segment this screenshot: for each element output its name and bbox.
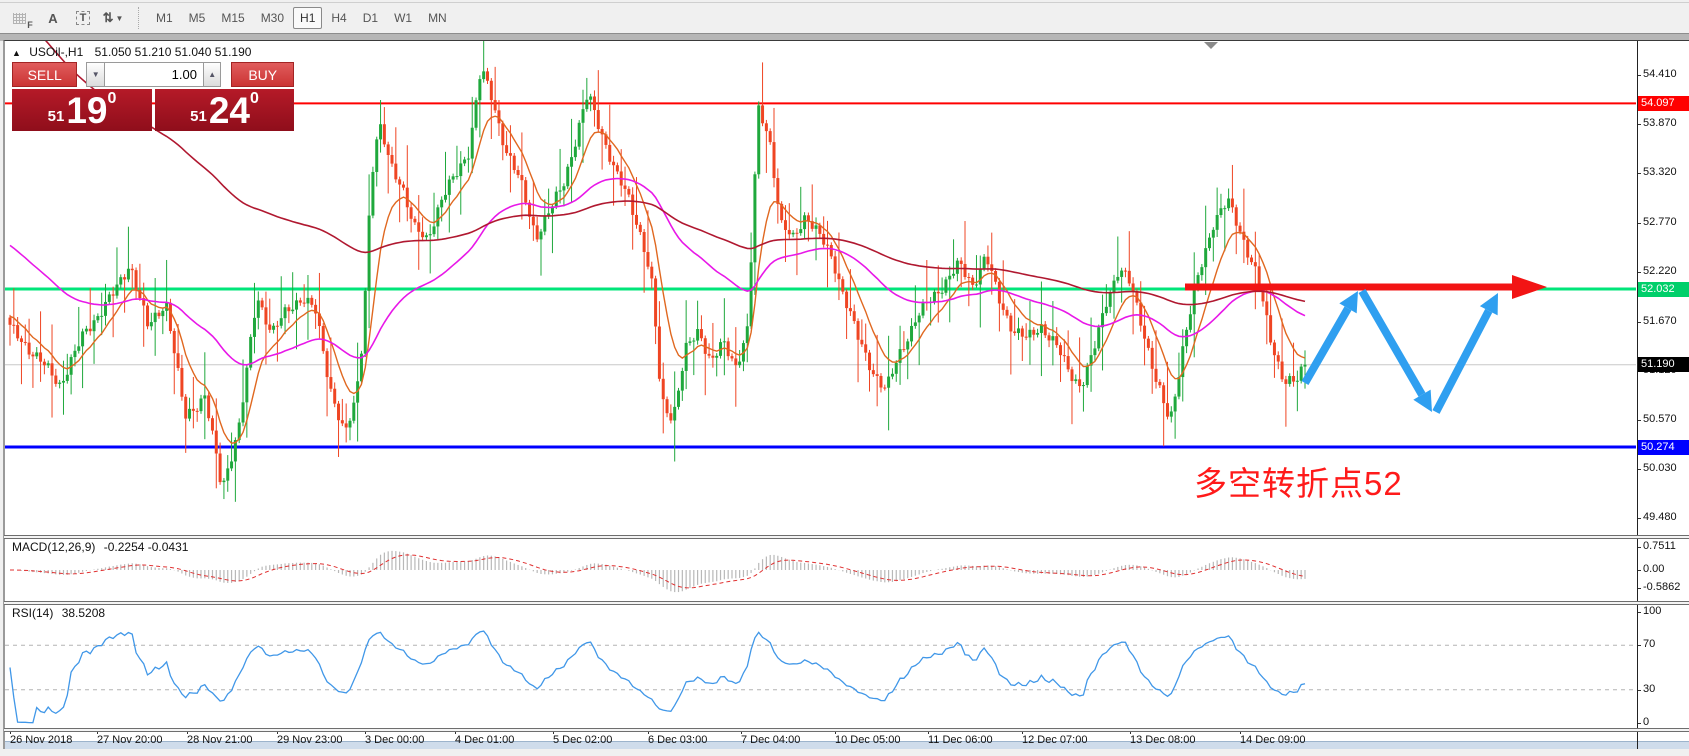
grid-template-icon[interactable]: F xyxy=(8,6,38,30)
macd-values: -0.2254 -0.0431 xyxy=(103,540,189,554)
letter-a-glyph: A xyxy=(48,10,58,26)
one-click-trading-panel: SELL ▼ ▲ BUY 51 19 0 51 24 0 xyxy=(12,62,294,131)
volume-input[interactable] xyxy=(104,62,203,87)
buy-price-display[interactable]: 51 24 0 xyxy=(155,89,294,131)
sell-price-display[interactable]: 51 19 0 xyxy=(12,89,152,131)
arrows-glyph: ⇅ xyxy=(102,10,114,25)
chart-window xyxy=(3,40,1689,749)
timeframe-w1-button[interactable]: W1 xyxy=(387,7,419,29)
sell-button[interactable]: SELL xyxy=(12,62,78,87)
timeframe-m5-button[interactable]: M5 xyxy=(182,7,213,29)
sell-price-main: 19 xyxy=(66,90,108,131)
grid-f-glyph: F xyxy=(27,20,33,30)
chevron-down-icon[interactable]: ▼ xyxy=(115,13,124,23)
trade-prices-row: 51 19 0 51 24 0 xyxy=(12,89,294,131)
timeframe-h4-button[interactable]: H4 xyxy=(324,7,353,29)
sell-price-prefix: 51 xyxy=(47,108,65,125)
trade-idea-annotation: 多空转折点52 xyxy=(1194,465,1403,502)
buy-price-prefix: 51 xyxy=(190,108,207,125)
rsi-value: 38.5208 xyxy=(61,606,106,620)
timeframe-h1-button[interactable]: H1 xyxy=(293,7,323,29)
drawing-toolbar: F A T ⇅ ▼ M1 M5 M15 M30 H1 H4 D1 W1 MN xyxy=(0,3,1689,33)
macd-indicator-label: MACD(12,26,9) -0.2254 -0.0431 xyxy=(12,540,188,554)
timeframe-m15-button[interactable]: M15 xyxy=(214,7,251,29)
ohlc-values-label: 51.050 51.210 51.040 51.190 xyxy=(94,45,252,59)
chart-title: ▲ USOil-,H1 51.050 51.210 51.040 51.190 xyxy=(12,45,251,59)
timeframe-d1-button[interactable]: D1 xyxy=(356,7,385,29)
toolbar-separator xyxy=(138,7,140,29)
main-macd-splitter[interactable] xyxy=(4,535,1689,539)
chart-window-bottom-edge xyxy=(5,741,1689,749)
text-label-tool-icon[interactable]: A xyxy=(38,6,68,30)
timeframe-m30-button[interactable]: M30 xyxy=(254,7,291,29)
menu-bar-edge xyxy=(0,2,1689,3)
macd-rsi-splitter[interactable] xyxy=(4,601,1689,605)
toolbar-chart-divider xyxy=(0,33,1689,41)
text-box-tool-icon[interactable]: T xyxy=(68,6,98,30)
collapse-panel-icon[interactable]: ▲ xyxy=(12,48,21,58)
macd-name: MACD(12,26,9) xyxy=(12,540,96,554)
volume-increase-button[interactable]: ▲ xyxy=(202,62,222,87)
sell-price-sup: 0 xyxy=(107,90,117,107)
grid-dots-icon xyxy=(13,12,27,24)
volume-decrease-button[interactable]: ▼ xyxy=(86,62,105,87)
symbol-period-label: USOil-,H1 xyxy=(29,45,84,59)
buy-price-main: 24 xyxy=(208,90,250,131)
arrows-tool-icon[interactable]: ⇅ ▼ xyxy=(98,6,128,30)
timeframe-mn-button[interactable]: MN xyxy=(421,7,454,29)
timeframe-m1-button[interactable]: M1 xyxy=(149,7,180,29)
rsi-indicator-label: RSI(14) 38.5208 xyxy=(12,606,105,620)
trade-controls-row: SELL ▼ ▲ BUY xyxy=(12,62,294,87)
rsi-name: RSI(14) xyxy=(12,606,54,620)
price-scale-border xyxy=(1637,41,1638,749)
letter-t-glyph: T xyxy=(75,11,91,25)
buy-button[interactable]: BUY xyxy=(231,62,294,87)
buy-price-sup: 0 xyxy=(249,90,259,107)
rsi-dateaxis-splitter xyxy=(4,728,1689,732)
